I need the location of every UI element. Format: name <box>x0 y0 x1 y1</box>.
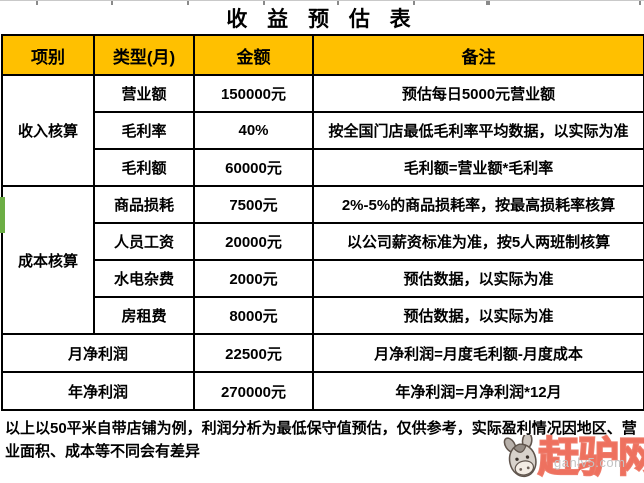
disclaimer-note: 以上以50平米自带店铺为例，利润分析为最低保守值预估，仅供参考，实际盈利情况因地… <box>5 420 637 460</box>
cell-type: 商品损耗 <box>93 185 195 224</box>
cell-amount: 8000元 <box>193 296 314 335</box>
table-row: 毛利额 60000元 毛利额=营业额*毛利率 <box>2 148 644 187</box>
cell-amount: 7500元 <box>193 185 314 224</box>
cell-type: 毛利额 <box>93 148 195 187</box>
cell-cost-group: 成本核算 <box>1 185 95 335</box>
grid-tick <box>36 1 38 5</box>
cell-summary-label: 月净利润 <box>1 333 195 373</box>
cell-type: 人员工资 <box>93 222 195 261</box>
header-type: 类型(月) <box>93 34 195 76</box>
cell-summary-label: 年净利润 <box>1 371 195 411</box>
cell-amount: 270000元 <box>193 371 314 411</box>
table-row-yearly-profit: 年净利润 270000元 年净利润=月净利润*12月 <box>1 371 644 411</box>
grid-tick <box>111 1 113 5</box>
grid-remnant-ticks <box>0 1 644 5</box>
cell-note: 预估数据，以实际为准 <box>312 296 644 335</box>
page-title: 收 益 预 估 表 <box>226 7 418 31</box>
header-note: 备注 <box>312 34 644 76</box>
donkey-logo-icon <box>503 435 537 478</box>
cell-type: 房租费 <box>93 296 195 335</box>
site-watermark: 赶驴网 ganlv5.com <box>492 427 644 482</box>
cell-type: 毛利率 <box>93 111 195 150</box>
grid-tick <box>639 1 641 5</box>
cell-note: 毛利额=营业额*毛利率 <box>312 148 644 187</box>
cell-amount: 150000元 <box>193 74 314 113</box>
header-category: 项别 <box>1 34 95 76</box>
cell-amount: 60000元 <box>193 148 314 187</box>
cell-type: 营业额 <box>93 74 195 113</box>
table-row-monthly-profit: 月净利润 22500元 月净利润=月度毛利额-月度成本 <box>1 333 644 373</box>
cell-note: 年净利润=月净利润*12月 <box>312 371 644 411</box>
cell-note: 以公司薪资标准为准，按5人两班制核算 <box>312 222 644 261</box>
cell-note: 2%-5%的商品损耗率，按最高损耗率核算 <box>312 185 644 224</box>
table-row: 房租费 8000元 预估数据，以实际为准 <box>2 296 644 335</box>
cell-note: 按全国门店最低毛利率平均数据，以实际为准 <box>312 111 644 150</box>
cell-note: 预估每日5000元营业额 <box>312 74 644 113</box>
table-header-row: 项别 类型(月) 金额 备注 <box>1 34 644 76</box>
grid-tick <box>486 1 490 5</box>
grid-tick <box>187 1 189 5</box>
grid-tick <box>263 1 265 5</box>
watermark-url: ganlv5.com <box>554 455 626 470</box>
cell-amount: 2000元 <box>193 259 314 298</box>
watermark-site-name: 赶驴网 <box>537 433 644 481</box>
profit-estimate-table: 项别 类型(月) 金额 备注 收入核算 营业额 150000元 预估每日5000… <box>1 34 644 411</box>
selection-edge-marker <box>0 197 5 233</box>
cell-amount: 22500元 <box>193 333 314 373</box>
header-amount: 金额 <box>193 34 314 76</box>
grid-tick <box>413 1 415 5</box>
cell-amount: 20000元 <box>193 222 314 261</box>
cell-type: 水电杂费 <box>93 259 195 298</box>
cell-amount: 40% <box>193 111 314 150</box>
table-row: 人员工资 20000元 以公司薪资标准为准，按5人两班制核算 <box>2 222 644 261</box>
table-row: 收入核算 营业额 150000元 预估每日5000元营业额 <box>1 74 644 187</box>
cell-income-group: 收入核算 <box>1 74 95 187</box>
table-row: 毛利率 40% 按全国门店最低毛利率平均数据，以实际为准 <box>2 111 644 150</box>
cell-note: 月净利润=月度毛利额-月度成本 <box>312 333 644 373</box>
table-row: 成本核算 商品损耗 7500元 2%-5%的商品损耗率，按最高损耗率核算 <box>1 185 644 335</box>
table-row: 水电杂费 2000元 预估数据，以实际为准 <box>2 259 644 298</box>
cell-note: 预估数据，以实际为准 <box>312 259 644 298</box>
grid-tick <box>337 1 339 5</box>
